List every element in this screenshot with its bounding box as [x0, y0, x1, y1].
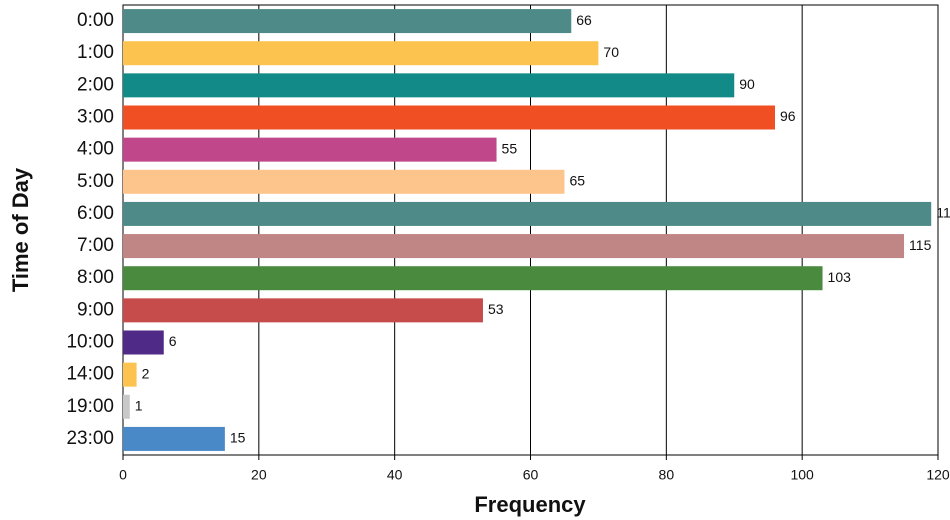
bar: [123, 234, 905, 259]
value-label: 15: [230, 430, 246, 446]
bar: [123, 169, 565, 194]
value-label: 2: [142, 365, 150, 381]
bar: [123, 266, 823, 291]
value-label: 96: [780, 108, 796, 124]
x-tick-label: 0: [119, 467, 127, 483]
value-label: 119: [936, 205, 950, 221]
y-tick-label: 3:00: [77, 107, 114, 128]
y-tick-label: 2:00: [77, 74, 114, 95]
x-tick-label: 40: [387, 467, 403, 483]
value-label: 65: [569, 172, 585, 188]
value-label: 6: [169, 333, 177, 349]
y-axis-title: Time of Day: [8, 167, 33, 292]
value-label: 66: [576, 12, 592, 28]
y-tick-label: 10:00: [66, 332, 114, 353]
y-tick-label: 23:00: [66, 428, 114, 449]
bar: [123, 105, 775, 130]
plot-border: [122, 4, 939, 456]
value-label: 53: [488, 301, 504, 317]
bar: [123, 73, 735, 98]
y-tick-label: 19:00: [66, 396, 114, 417]
y-tick-label: 0:00: [77, 10, 114, 31]
bar: [123, 41, 599, 66]
y-tick-label: 4:00: [77, 139, 114, 160]
x-tick-label: 120: [926, 467, 950, 483]
value-label: 90: [739, 76, 755, 92]
y-tick-label: 7:00: [77, 235, 114, 256]
y-tick-label: 1:00: [77, 42, 114, 63]
x-tick-label: 100: [790, 467, 814, 483]
y-tick-label: 6:00: [77, 203, 114, 224]
value-label: 1: [135, 397, 143, 413]
bar: [123, 201, 932, 226]
value-label: 115: [909, 237, 932, 253]
y-tick-label: 5:00: [77, 171, 114, 192]
bar: [123, 362, 137, 387]
value-label: 70: [603, 44, 619, 60]
y-tick-label: 14:00: [66, 364, 114, 385]
bar: [123, 137, 497, 162]
x-tick-label: 20: [251, 467, 267, 483]
bar: [123, 9, 572, 34]
bar: [123, 394, 130, 419]
x-axis-title: Frequency: [474, 492, 586, 517]
x-tick-label: 60: [523, 467, 539, 483]
y-tick-label: 8:00: [77, 267, 114, 288]
value-label: 55: [502, 140, 518, 156]
x-tick-label: 80: [659, 467, 675, 483]
bar: [123, 298, 483, 323]
value-label: 103: [828, 269, 852, 285]
y-tick-label: 9:00: [77, 299, 114, 320]
bar: [123, 426, 225, 451]
bar: [123, 330, 164, 355]
